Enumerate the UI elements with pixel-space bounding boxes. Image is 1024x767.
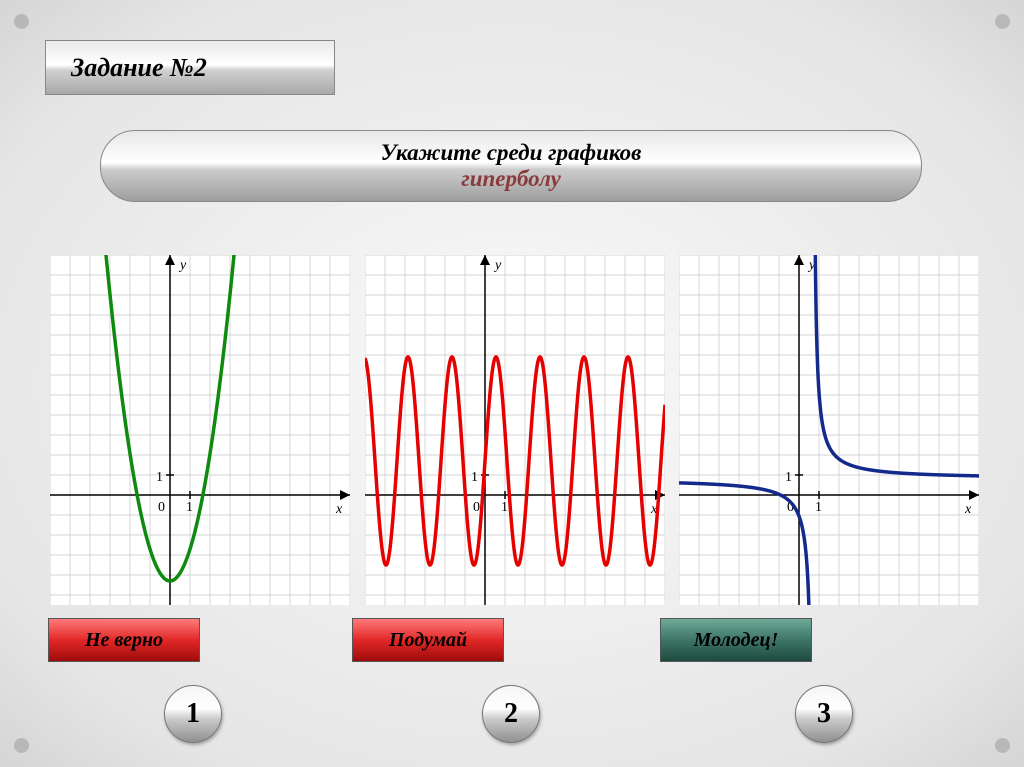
question-bar: Укажите среди графиков гиперболу xyxy=(100,130,922,202)
feedback-1: Не верно xyxy=(48,618,200,662)
svg-text:1: 1 xyxy=(186,500,193,515)
chart-parabola: y x 0 1 1 xyxy=(50,255,350,605)
svg-text:0: 0 xyxy=(473,500,480,515)
svg-text:x: x xyxy=(964,502,972,517)
svg-text:1: 1 xyxy=(471,470,478,485)
charts-row: y x 0 1 1 y x 0 1 1 y x 0 1 1 xyxy=(50,255,979,605)
title-bar: Задание №2 xyxy=(45,40,335,95)
corner-dot xyxy=(995,14,1010,29)
title-text: Задание №2 xyxy=(71,53,207,83)
answer-button-3[interactable]: 3 xyxy=(795,685,853,743)
corner-dot xyxy=(995,738,1010,753)
answer-button-1[interactable]: 1 xyxy=(164,685,222,743)
question-line1: Укажите среди графиков xyxy=(381,140,642,166)
svg-text:y: y xyxy=(493,258,502,273)
question-line2: гиперболу xyxy=(461,166,561,192)
corner-dot xyxy=(14,14,29,29)
answer-button-2[interactable]: 2 xyxy=(482,685,540,743)
svg-text:y: y xyxy=(178,258,187,273)
corner-dot xyxy=(14,738,29,753)
svg-text:1: 1 xyxy=(501,500,508,515)
svg-text:x: x xyxy=(335,502,343,517)
feedback-2: Подумай xyxy=(352,618,504,662)
feedback-3: Молодец! xyxy=(660,618,812,662)
chart-sine: yx011 xyxy=(365,255,665,605)
svg-text:1: 1 xyxy=(156,470,163,485)
svg-text:1: 1 xyxy=(785,470,792,485)
chart-hyperbola: yx011 xyxy=(679,255,979,605)
svg-text:0: 0 xyxy=(158,500,165,515)
svg-text:1: 1 xyxy=(815,500,822,515)
